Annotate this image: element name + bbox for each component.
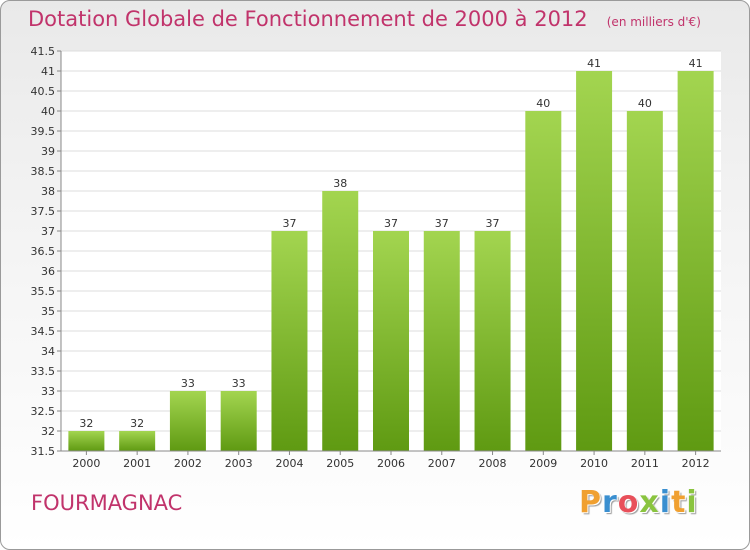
data-label: 37 [384,217,398,230]
x-tick-label: 2009 [529,457,557,470]
logo-letter: t [671,485,687,520]
x-tick-label: 2001 [123,457,151,470]
data-label: 33 [181,377,195,390]
title-row: Dotation Globale de Fonctionnement de 20… [28,7,701,31]
data-label: 37 [435,217,449,230]
y-tick-label: 40.5 [31,85,56,98]
x-tick-label: 2011 [631,457,659,470]
data-label: 32 [79,417,93,430]
y-tick-label: 39.5 [31,125,56,138]
logo-letter: P [579,485,602,520]
data-label: 40 [536,97,550,110]
bar-2000 [68,431,105,451]
logo-letter: o [617,485,640,520]
y-tick-label: 37.5 [31,205,56,218]
data-label: 32 [130,417,144,430]
x-tick-label: 2004 [275,457,303,470]
data-label: 41 [587,57,601,70]
x-tick-label: 2012 [682,457,710,470]
bar-2004 [271,231,308,451]
x-tick-label: 2000 [72,457,100,470]
logo-letter: i [659,485,672,520]
bar-2003 [220,391,257,451]
y-tick-label: 31.5 [31,445,56,458]
y-tick-label: 32.5 [31,405,56,418]
y-tick-label: 39 [41,145,55,158]
bar-2005 [322,191,359,451]
data-labels: 32 32 33 33 37 38 37 37 37 40 41 40 41 [79,57,702,430]
x-tick-labels: 2000 2001 2002 2003 2004 2005 2006 2007 2008 2009… [72,451,710,470]
logo-letter: x [639,485,660,520]
bar-2007 [423,231,460,451]
data-label: 40 [638,97,652,110]
data-label: 41 [689,57,703,70]
y-tick-label: 35 [41,305,55,318]
y-tick-label: 35.5 [31,285,56,298]
bar-2010 [576,71,613,451]
commune-name: FOURMAGNAC [31,491,183,515]
y-tick-label: 34.5 [31,325,56,338]
logo-letter: i [686,485,698,520]
y-tick-label: 37 [41,225,55,238]
y-tick-label: 34 [41,345,55,358]
axes [60,51,721,452]
y-tick-label: 38 [41,185,55,198]
x-tick-label: 2002 [174,457,202,470]
bar-2008 [474,231,511,451]
y-tick-label: 41.5 [31,45,56,58]
x-tick-label: 2005 [326,457,354,470]
x-tick-label: 2006 [377,457,405,470]
y-tick-label: 33 [41,385,55,398]
y-tick-label: 36 [41,265,55,278]
proxiti-logo: Proxiti [579,485,698,520]
bar-2001 [119,431,156,451]
chart-title: Dotation Globale de Fonctionnement de 20… [28,7,588,31]
y-tick-label: 32 [41,425,55,438]
logo-letter: r [602,485,618,520]
y-tick-label: 41 [41,65,55,78]
x-tick-label: 2003 [225,457,253,470]
y-tick-label: 36.5 [31,245,56,258]
chart-unit: (en milliers d'€) [606,15,701,29]
data-label: 38 [333,177,347,190]
bars [68,71,714,451]
y-tick-labels: 31.5 32 32.5 33 33.5 34 34.5 35 35.5 36 36.5 37 37.5… [31,45,56,458]
x-tick-label: 2007 [428,457,456,470]
x-tick-label: 2010 [580,457,608,470]
data-label: 37 [282,217,296,230]
y-tick-label: 40 [41,105,55,118]
bar-2009 [525,111,562,451]
data-label: 37 [486,217,500,230]
bar-2006 [373,231,409,451]
data-label: 33 [232,377,246,390]
bar-2002 [169,391,206,451]
y-tick-label: 38.5 [31,165,56,178]
y-tick-label: 33.5 [31,365,56,378]
bar-2012 [677,71,714,451]
x-tick-label: 2008 [479,457,507,470]
bar-2011 [626,111,663,451]
